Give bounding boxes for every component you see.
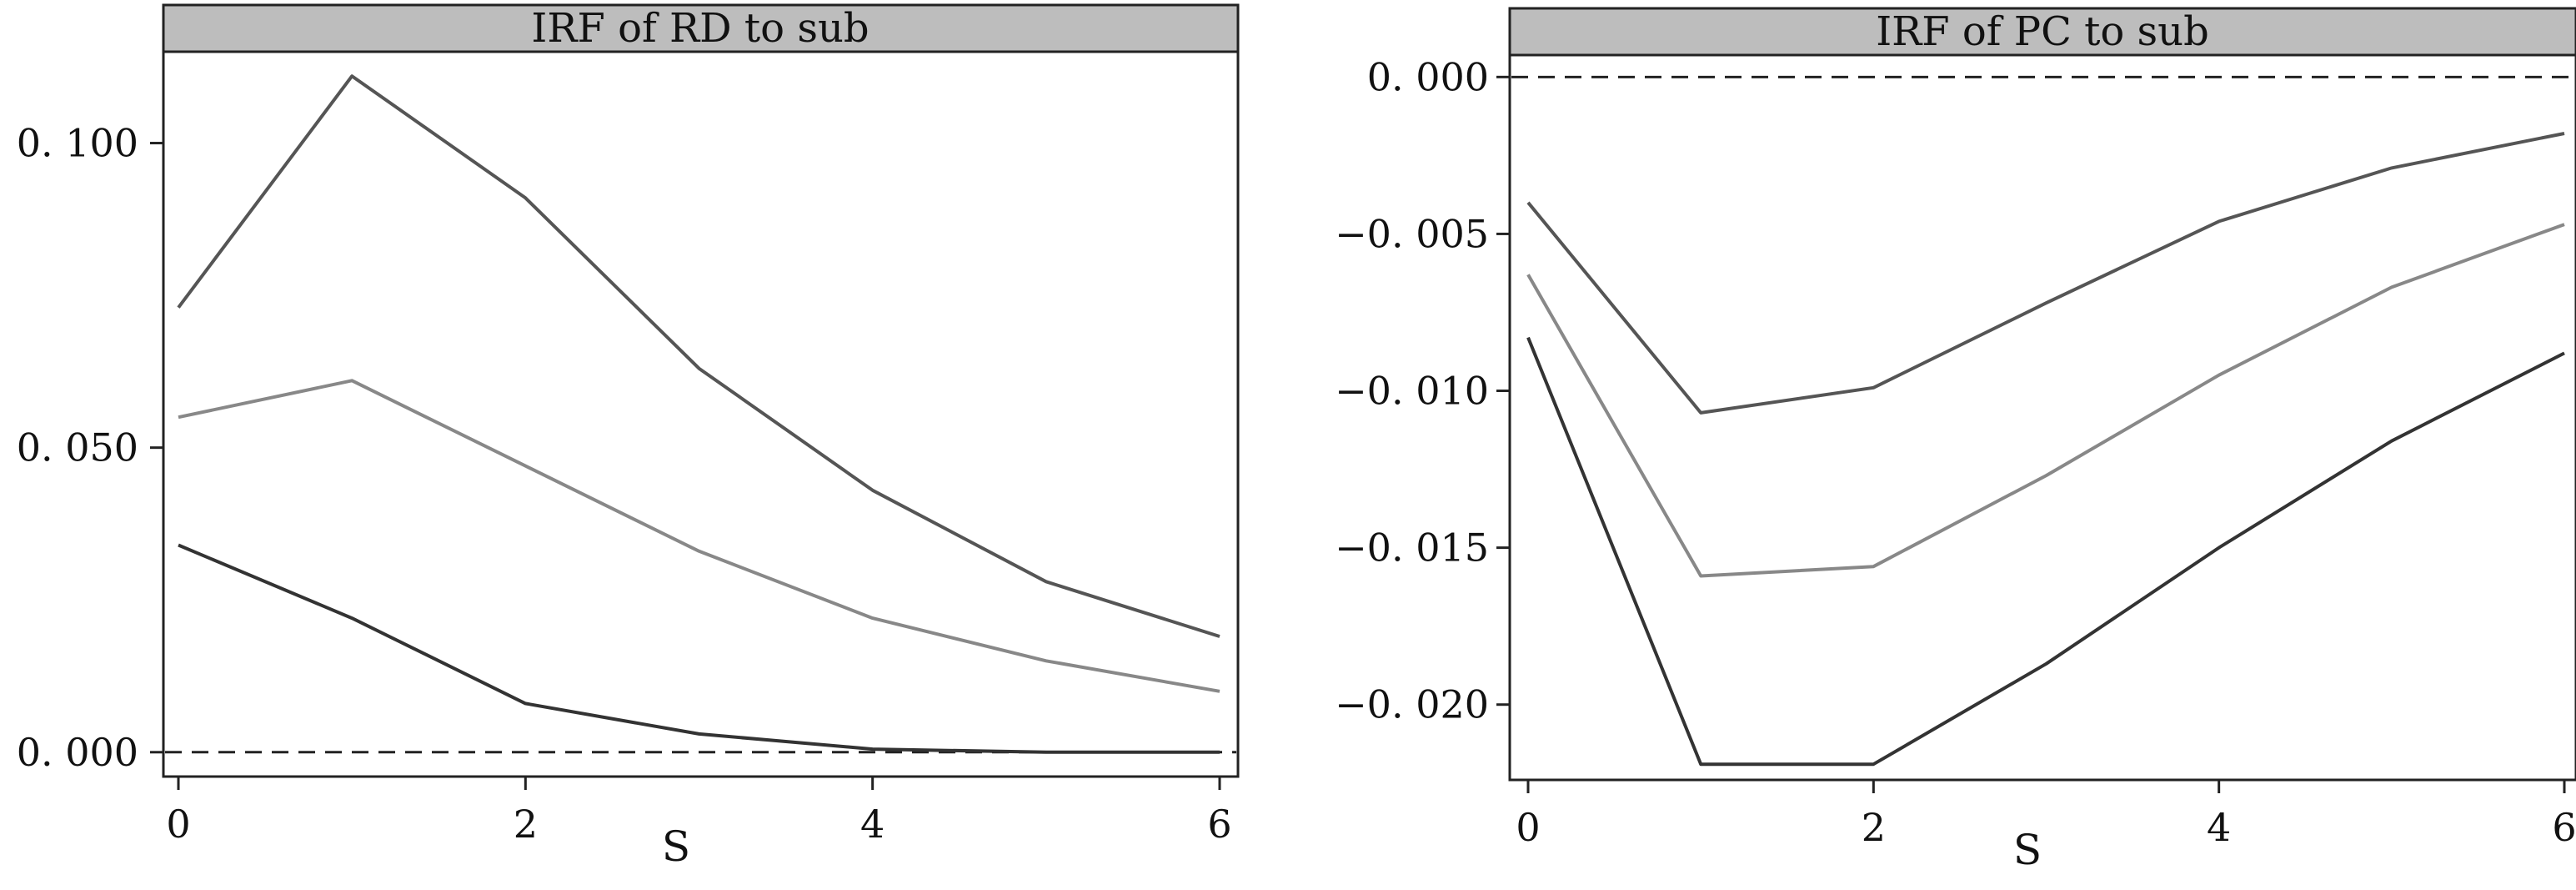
- panel-rd-y-tick-label: 0. 000: [17, 730, 138, 775]
- panel-pc-plot-frame: [1508, 53, 2576, 782]
- panel-rd-series-line-1: [177, 74, 1220, 638]
- panel-pc-title-bar: [1508, 7, 2576, 57]
- panel-pc-y-tick-label: −0. 015: [1335, 525, 1489, 571]
- panel-pc-x-axis-title: S: [2013, 826, 2042, 874]
- panel-pc-x-tick-label: 4: [2207, 805, 2231, 850]
- panel-pc-x-axis: 0 2 4 6: [1516, 780, 2576, 850]
- panel-rd-x-axis-title: S: [662, 822, 690, 871]
- panel-rd-x-tick-label: 0: [166, 802, 190, 847]
- panel-rd-y-tick-label: 0. 100: [17, 121, 138, 166]
- panel-pc-series-line-3: [1526, 336, 2565, 767]
- panel-rd-series-line-3: [178, 543, 1220, 754]
- panel-rd-title-bar: [162, 3, 1240, 53]
- panel-pc-y-tick-label: −0. 010: [1335, 369, 1489, 414]
- panel-rd-series: [165, 74, 1236, 754]
- panel-rd-y-tick-label: 0. 050: [17, 425, 138, 470]
- panel-pc-y-tick-label: −0. 020: [1335, 682, 1489, 727]
- panel-pc-series: [1511, 75, 2574, 767]
- panel-pc: IRF of PC to sub 0. 000 −0. 005 −0. 010 −0.…: [1335, 7, 2576, 874]
- panel-pc-x-tick-label: 6: [2552, 805, 2576, 850]
- panel-rd: IRF of RD to sub 0. 000 0. 050 0. 100 0 2 4 6…: [17, 3, 1240, 871]
- panel-pc-series-line-1: [1526, 132, 2565, 415]
- panel-pc-y-tick-label: 0. 000: [1367, 54, 1489, 99]
- panel-pc-y-tick-label: −0. 005: [1335, 211, 1489, 256]
- panel-pc-y-axis: 0. 000 −0. 005 −0. 010 −0. 015 −0. 020: [1335, 54, 1510, 727]
- panel-rd-x-axis: 0 2 4 6: [166, 777, 1232, 847]
- panel-pc-x-tick-label: 0: [1516, 805, 1540, 850]
- panel-pc-x-tick-label: 2: [1862, 805, 1886, 850]
- panel-rd-plot-frame: [162, 50, 1240, 778]
- panel-pc-series-line-2: [1526, 223, 2565, 578]
- panel-rd-title: IRF of RD to sub: [531, 5, 869, 52]
- panel-rd-x-tick-label: 6: [1207, 802, 1231, 847]
- panel-rd-series-line-2: [178, 379, 1220, 693]
- panel-rd-y-axis: 0. 000 0. 050 0. 100: [17, 121, 163, 775]
- panel-rd-x-tick-label: 2: [514, 802, 538, 847]
- panel-pc-title: IRF of PC to sub: [1876, 8, 2209, 55]
- panel-rd-x-tick-label: 4: [860, 802, 885, 847]
